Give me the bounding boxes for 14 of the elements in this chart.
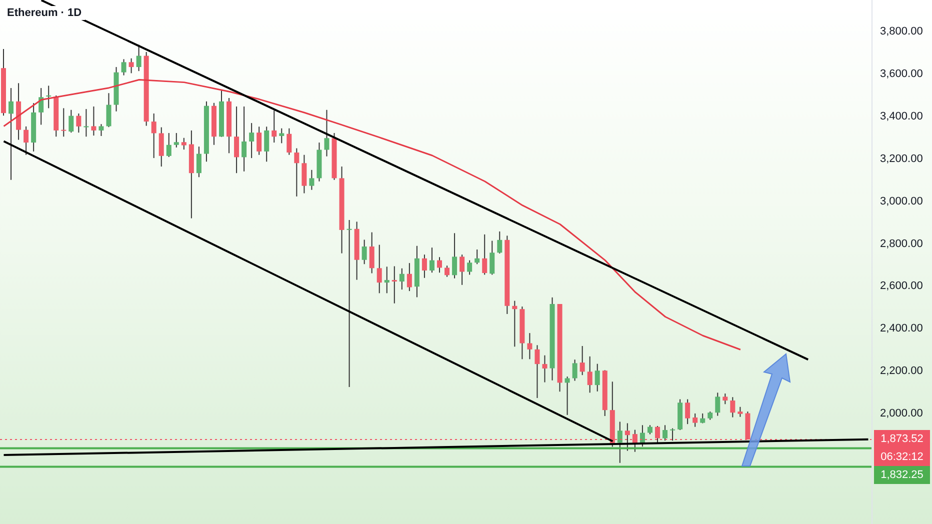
y-tick-label: 2,000.00 xyxy=(880,408,923,420)
y-tick-label: 3,800.00 xyxy=(880,26,923,38)
y-tick-label: 2,600.00 xyxy=(880,280,923,292)
ref-line-label: 1,873.52 xyxy=(874,430,930,448)
y-tick-label: 2,200.00 xyxy=(880,365,923,378)
ref-line-label: 1,832.25 xyxy=(874,466,930,484)
y-tick-label: 3,400.00 xyxy=(880,110,923,123)
text: Ethereum · 1D xyxy=(4,6,85,20)
y-tick-label: 2,800.00 xyxy=(880,238,923,250)
y-tick-label: 2,400.00 xyxy=(880,322,923,335)
y-tick-label: 3,200.00 xyxy=(880,152,923,165)
text: 06:32:12 xyxy=(874,448,930,466)
y-tick-label: 3,600.00 xyxy=(880,68,923,80)
y-tick-label: 3,000.00 xyxy=(880,195,923,208)
